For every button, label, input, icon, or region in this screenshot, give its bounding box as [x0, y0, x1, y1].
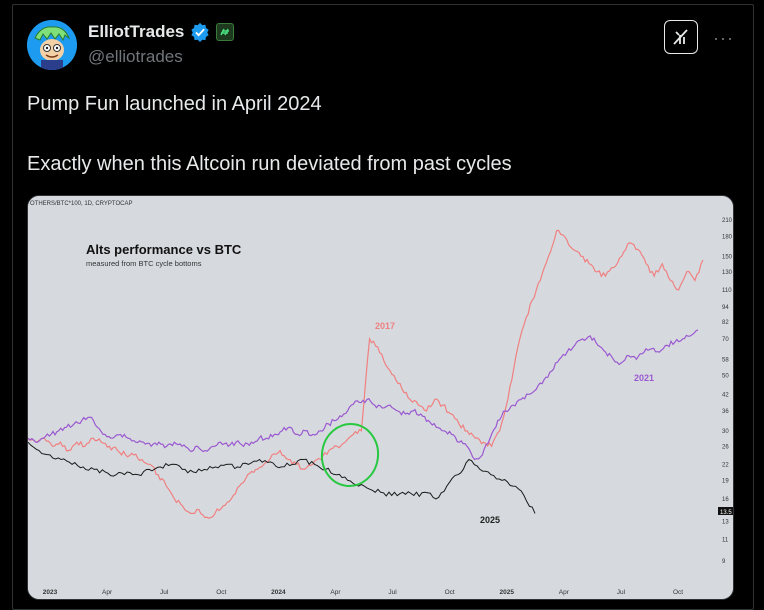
author-name-row: ElliotTrades: [88, 22, 235, 42]
current-value-label: 13.5: [720, 510, 732, 516]
chart-subtitle: measured from BTC cycle bottoms: [86, 259, 202, 268]
y-tick-label: 70: [722, 337, 729, 343]
x-tick-label: Oct: [216, 589, 226, 596]
affiliate-badge-icon[interactable]: [216, 23, 235, 41]
y-tick-label: 110: [722, 288, 732, 294]
x-tick-label: Oct: [445, 589, 455, 596]
y-tick-label: 210: [722, 218, 733, 224]
series-label-2021: 2021: [634, 373, 654, 383]
x-tick-label: Jul: [388, 589, 397, 596]
y-tick-label: 82: [722, 320, 729, 326]
x-tick-label: 2023: [43, 589, 58, 596]
y-tick-label: 30: [722, 429, 729, 435]
x-tick-label: Oct: [673, 589, 683, 596]
x-tick-label: 2024: [271, 589, 286, 596]
x-tick-label: Apr: [102, 589, 113, 596]
y-tick-label: 11: [722, 537, 729, 543]
x-tick-label: Apr: [330, 589, 341, 596]
display-name[interactable]: ElliotTrades: [88, 22, 185, 41]
y-tick-label: 94: [722, 305, 729, 311]
y-tick-label: 22: [722, 462, 729, 468]
y-tick-label: 50: [722, 373, 729, 379]
y-tick-label: 130: [722, 270, 733, 276]
series-label-2017: 2017: [375, 321, 395, 331]
grok-button[interactable]: [664, 20, 698, 54]
y-tick-label: 180: [722, 235, 733, 241]
y-tick-label: 58: [722, 357, 729, 363]
highlight-circle: [320, 423, 380, 487]
series-line-2025: [28, 441, 536, 514]
handle[interactable]: @elliotrades: [88, 47, 183, 66]
series-line-2017: [28, 229, 704, 519]
x-tick-label: Apr: [559, 589, 570, 596]
y-tick-label: 19: [722, 478, 729, 484]
chart: OTHERS/BTC*100, 1D, CRYPTOCAP Alts perfo…: [28, 196, 733, 599]
series-line-2021: [28, 329, 699, 461]
tweet-image[interactable]: OTHERS/BTC*100, 1D, CRYPTOCAP Alts perfo…: [27, 195, 734, 600]
x-tick-label: 2025: [499, 589, 514, 596]
grok-icon: [673, 29, 688, 45]
y-tick-label: 26: [722, 444, 729, 450]
chart-title: Alts performance vs BTC: [86, 242, 242, 257]
y-tick-label: 9: [722, 559, 726, 565]
series-label-2025: 2025: [480, 515, 500, 525]
more-options-icon[interactable]: ···: [713, 28, 734, 48]
y-tick-label: 42: [722, 392, 729, 398]
verified-badge-icon: [191, 22, 210, 42]
chart-source-label: OTHERS/BTC*100, 1D, CRYPTOCAP: [30, 201, 132, 207]
y-tick-label: 16: [722, 497, 729, 503]
y-tick-label: 13: [722, 519, 729, 525]
tweet-text-line-1: Pump Fun launched in April 2024: [27, 93, 322, 115]
y-tick-label: 150: [722, 254, 733, 260]
y-tick-label: 36: [722, 409, 729, 415]
x-tick-label: Jul: [160, 589, 169, 596]
avatar[interactable]: [27, 20, 77, 70]
x-tick-label: Jul: [617, 589, 626, 596]
cartoon-avatar-icon: [27, 20, 77, 70]
tweet-text-line-2: Exactly when this Altcoin run deviated f…: [27, 153, 512, 175]
